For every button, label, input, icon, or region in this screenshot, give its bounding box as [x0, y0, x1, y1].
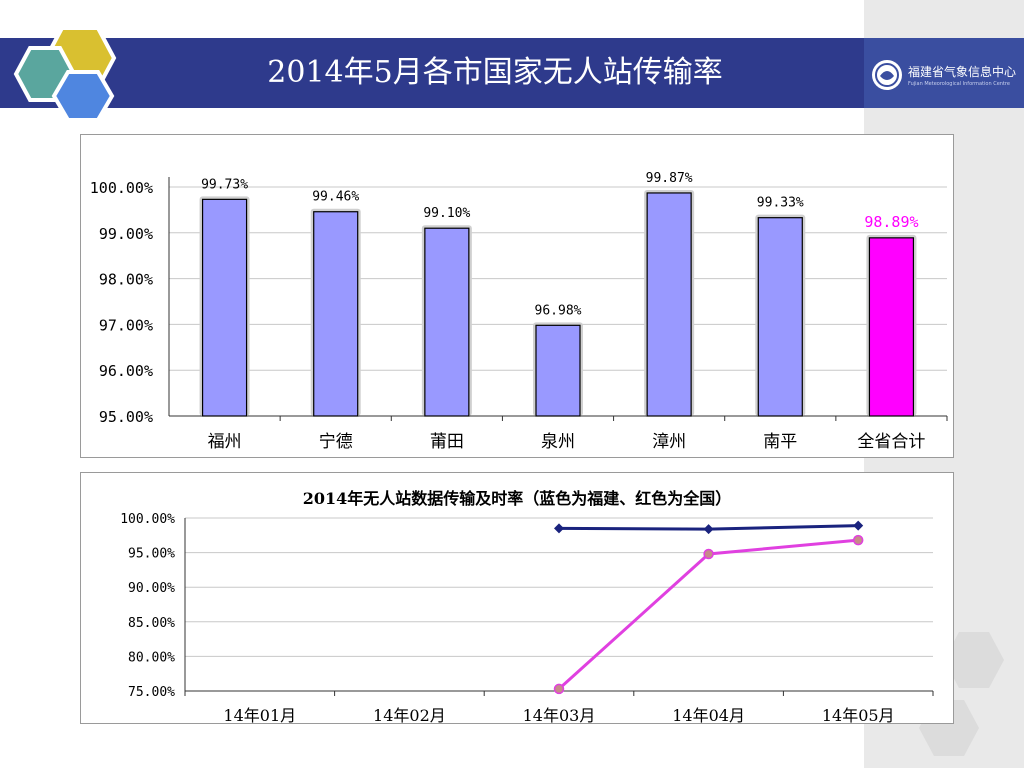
x-tick-label: 14年01月 — [223, 706, 296, 723]
bar-value-label: 99.46% — [312, 190, 359, 205]
y-tick-label: 90.00% — [128, 581, 175, 596]
x-tick-label: 泉州 — [541, 432, 575, 452]
logo-text: 福建省气象信息中心 — [908, 65, 1017, 79]
bar — [757, 217, 803, 417]
bar-value-label: 99.87% — [646, 171, 693, 186]
bar-value-label: 99.33% — [757, 196, 804, 211]
y-tick-label: 80.00% — [128, 650, 175, 665]
bar-chart-panel: 95.00% 96.00% 97.00% 98.00% 99.00% 100.00% 99.… — [80, 134, 954, 458]
x-tick-label: 莆田 — [430, 432, 464, 452]
x-tick-label: 14年03月 — [523, 706, 596, 723]
page-title: 2014年5月各市国家无人站传输率 — [267, 55, 723, 90]
y-tick-label: 99.00% — [99, 225, 153, 243]
weather-logo-icon — [872, 60, 902, 90]
data-point — [852, 534, 864, 546]
x-tick-label: 14年05月 — [822, 706, 895, 723]
x-tick-label: 14年02月 — [373, 706, 446, 723]
line-chart: 2014年无人站数据传输及时率（蓝色为福建、红色为全国） 75.00% 80.00%… — [120, 489, 934, 725]
x-tick-label: 宁德 — [319, 432, 353, 452]
y-tick-label: 75.00% — [128, 685, 175, 700]
x-tick-label: 全省合计 — [857, 432, 925, 452]
bar-chart: 95.00% 96.00% 97.00% 98.00% 99.00% 100.00% 99.… — [90, 171, 948, 452]
bar-value-label: 99.73% — [201, 177, 248, 192]
y-tick-label: 96.00% — [99, 362, 153, 380]
data-point — [853, 520, 864, 531]
x-tick-label: 福州 — [208, 432, 242, 452]
x-tick-label: 南平 — [763, 432, 797, 452]
bar — [535, 324, 581, 417]
bar — [424, 227, 470, 417]
logo-subtitle: Fujian Meteorological Information Centre — [908, 81, 1010, 87]
y-tick-label: 100.00% — [90, 179, 153, 197]
bar-value-label: 98.89% — [864, 213, 918, 231]
y-tick-label: 95.00% — [99, 408, 153, 426]
series-line — [557, 538, 859, 691]
data-point — [703, 524, 714, 535]
bar — [868, 237, 915, 417]
data-point — [553, 683, 565, 695]
y-tick-label: 95.00% — [128, 547, 175, 562]
bar — [201, 198, 248, 417]
data-point — [703, 548, 714, 560]
data-point — [554, 523, 564, 534]
bar-value-label: 99.10% — [423, 206, 470, 221]
y-tick-label: 98.00% — [99, 271, 153, 289]
hexagon-logo-icon — [13, 26, 117, 122]
organization-logo — [864, 38, 1024, 108]
x-tick-label: 14年04月 — [672, 706, 745, 723]
y-tick-label: 100.00% — [120, 512, 175, 527]
title-banner — [0, 38, 864, 108]
bar-value-label: 96.98% — [535, 303, 582, 318]
bar — [313, 211, 359, 417]
bar — [646, 192, 692, 417]
x-tick-label: 漳州 — [652, 432, 686, 452]
y-tick-label: 97.00% — [99, 316, 153, 334]
y-tick-label: 85.00% — [128, 616, 175, 631]
line-chart-panel: 2014年无人站数据传输及时率（蓝色为福建、红色为全国） 75.00% 80.00%… — [80, 472, 954, 725]
chart-title: 2014年无人站数据传输及时率（蓝色为福建、红色为全国） — [303, 489, 732, 508]
